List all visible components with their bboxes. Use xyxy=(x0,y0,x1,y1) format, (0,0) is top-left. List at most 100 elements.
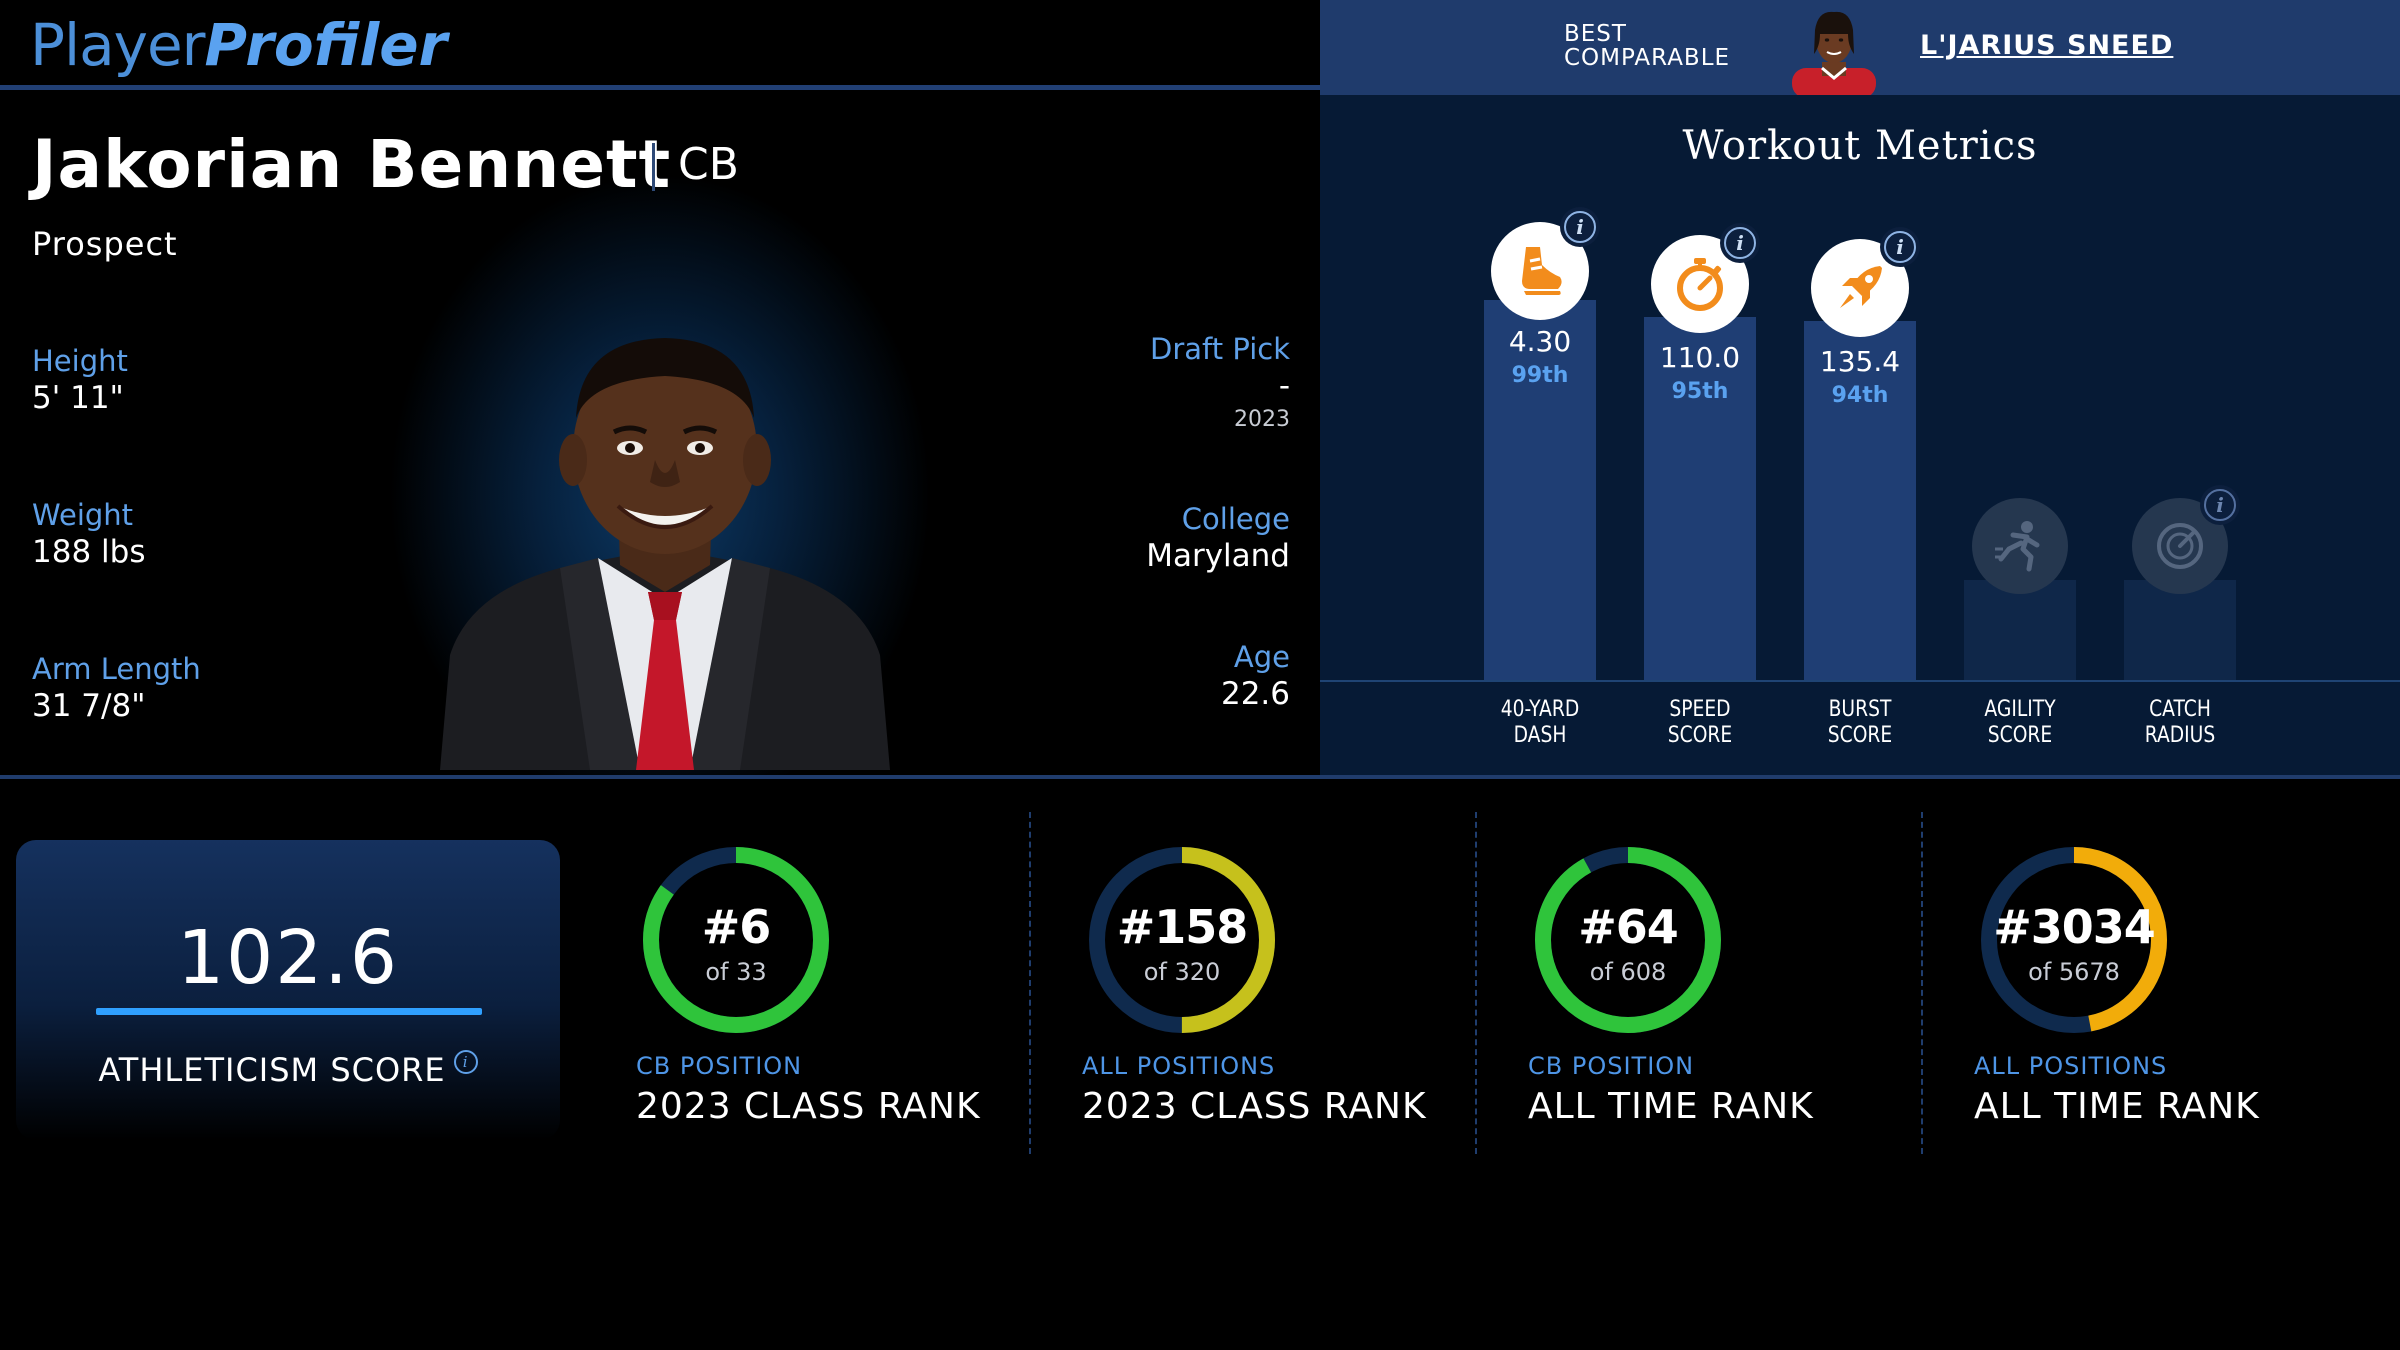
best-label-line2: COMPARABLE xyxy=(1564,45,1731,71)
rank-category: CB POSITION xyxy=(1528,1052,1695,1080)
burst-score-info-icon[interactable]: i xyxy=(1880,227,1920,267)
rank-total: of 320 xyxy=(1143,958,1221,986)
speed-score-bar[interactable] xyxy=(1644,317,1756,680)
comparable-player-link[interactable]: L'JARIUS SNEED xyxy=(1920,30,2174,61)
draft-pick-value: - xyxy=(1278,368,1290,404)
draft-pick-stat: Draft Pick - 2023 xyxy=(1150,331,1290,435)
info-glyph: i xyxy=(1724,227,1756,259)
rank-divider xyxy=(1921,812,1923,1154)
player-profiler-logo[interactable]: PlayerProfiler xyxy=(30,12,447,79)
axis-label-line1: AGILITY xyxy=(1984,697,2056,722)
catch-radius-info-icon[interactable]: i xyxy=(2200,485,2240,525)
catch-radius-label: CATCH RADIUS xyxy=(2112,697,2248,749)
logo-text-player: Player xyxy=(30,11,205,79)
athleticism-score-label-row: ATHLETICISM SCORE i xyxy=(16,1050,560,1089)
workout-metrics-title: Workout Metrics xyxy=(1682,123,2038,169)
rank-category: ALL POSITIONS xyxy=(1974,1052,2168,1080)
rank-category: CB POSITION xyxy=(636,1052,803,1080)
rank-number: #3034 xyxy=(1993,900,2156,954)
rank-ring-progress xyxy=(1981,847,2167,1033)
athleticism-info-icon[interactable]: i xyxy=(453,1050,478,1074)
info-glyph: i xyxy=(1884,231,1916,263)
burst-score-bar[interactable] xyxy=(1804,321,1916,680)
rank-title: ALL TIME RANK xyxy=(1528,1086,1814,1127)
height-stat: Height 5' 11" xyxy=(32,343,128,417)
axis-label-line1: 40-YARD xyxy=(1500,697,1580,722)
weight-stat: Weight 188 lbs xyxy=(32,497,145,571)
forty-yard-dash-bar[interactable] xyxy=(1484,300,1596,680)
forty-yard-dash-label: 40-YARD DASH xyxy=(1472,697,1608,749)
info-glyph: i xyxy=(2204,489,2236,521)
speed-score-info-icon[interactable]: i xyxy=(1720,223,1760,263)
chart-baseline xyxy=(1320,680,2400,682)
age-label: Age xyxy=(1233,640,1290,674)
logo-text-profiler: Profiler xyxy=(204,11,448,79)
height-value: 5' 11" xyxy=(32,380,124,416)
draft-pick-label: Draft Pick xyxy=(1150,332,1290,366)
rank-divider xyxy=(1475,812,1477,1154)
best-comparable-bar: BEST COMPARABLE L'JARIUS SNEED xyxy=(1320,0,2400,95)
athleticism-score-value: 102.6 xyxy=(177,915,399,1001)
player-name: Jakorian Bennett xyxy=(32,126,672,203)
axis-label-line2: DASH xyxy=(1513,723,1567,748)
weight-label: Weight xyxy=(32,498,134,532)
rank-number: #6 xyxy=(701,900,772,954)
athleticism-score-card: 102.6 ATHLETICISM SCORE i xyxy=(16,840,560,1140)
rank-ring-progress xyxy=(1535,847,1721,1033)
sprinter-icon xyxy=(1972,498,2068,594)
info-glyph: i xyxy=(1564,211,1596,243)
gauge-icon xyxy=(2132,498,2228,594)
axis-label-line2: RADIUS xyxy=(2144,723,2216,748)
rank-total: of 5678 xyxy=(2028,958,2120,986)
axis-label-line2: SCORE xyxy=(1987,723,2053,748)
rank-ring xyxy=(1981,847,2167,1033)
burst-score-label: BURST SCORE xyxy=(1792,697,1928,749)
age-stat: Age 22.6 xyxy=(1221,639,1290,713)
section-separator xyxy=(0,775,2400,779)
weight-value: 188 lbs xyxy=(32,534,146,570)
rank-ring xyxy=(1535,847,1721,1033)
axis-label-line2: SCORE xyxy=(1667,723,1733,748)
athleticism-score-underline xyxy=(96,1008,482,1015)
arm-length-value: 31 7/8" xyxy=(32,688,146,724)
axis-label-line1: BURST xyxy=(1828,697,1892,722)
rank-title: 2023 CLASS RANK xyxy=(636,1086,981,1127)
speed-score-percentile: 95th xyxy=(1671,379,1729,404)
rank-total: of 33 xyxy=(705,958,767,986)
arm-length-stat: Arm Length 31 7/8" xyxy=(32,651,201,725)
athleticism-score-label: ATHLETICISM SCORE xyxy=(98,1051,446,1089)
forty-yard-dash-value: 4.30 xyxy=(1508,325,1572,358)
college-value: Maryland xyxy=(1146,538,1290,574)
draft-year: 2023 xyxy=(1234,407,1290,432)
agility-score-label: AGILITY SCORE xyxy=(1952,697,2088,749)
rank-ring-progress xyxy=(1089,847,1275,1033)
rank-number: #158 xyxy=(1116,900,1249,954)
rank-ring-progress xyxy=(643,847,829,1033)
comparable-player-avatar[interactable] xyxy=(1782,6,1886,95)
rank-number: #64 xyxy=(1578,900,1679,954)
arm-length-label: Arm Length xyxy=(32,652,201,686)
burst-score-value: 135.4 xyxy=(1819,345,1901,378)
agility-score-bar[interactable] xyxy=(1964,580,2076,680)
height-label: Height xyxy=(32,344,128,378)
rank-title: 2023 CLASS RANK xyxy=(1082,1086,1427,1127)
age-value: 22.6 xyxy=(1220,676,1290,712)
rank-title: ALL TIME RANK xyxy=(1974,1086,2260,1127)
catch-radius-bar[interactable] xyxy=(2124,580,2236,680)
axis-label-line1: CATCH xyxy=(2149,697,2211,722)
best-label-line1: BEST xyxy=(1564,21,1627,47)
player-photo xyxy=(440,330,890,770)
forty-yard-dash-percentile: 99th xyxy=(1511,363,1569,388)
forty-yard-dash-info-icon[interactable]: i xyxy=(1560,207,1600,247)
axis-label-line2: SCORE xyxy=(1827,723,1893,748)
speed-score-label: SPEED SCORE xyxy=(1632,697,1768,749)
player-position: CB xyxy=(678,139,739,190)
header-bar: PlayerProfiler xyxy=(0,0,1320,90)
axis-label-line1: SPEED xyxy=(1669,697,1731,722)
burst-score-percentile: 94th xyxy=(1831,383,1889,408)
player-status: Prospect xyxy=(32,225,178,263)
college-stat: College Maryland xyxy=(1146,501,1290,575)
best-comparable-label: BEST COMPARABLE xyxy=(1564,22,1730,70)
rank-ring xyxy=(643,847,829,1033)
